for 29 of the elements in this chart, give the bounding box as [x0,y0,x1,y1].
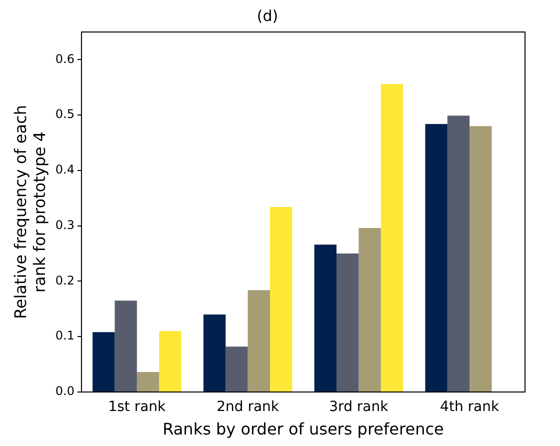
y-tick-label: 0.3 [55,218,74,232]
bar [92,332,115,392]
x-tick-label: 3rd rank [329,399,390,416]
y-tick-label: 0.0 [55,384,74,398]
bar [248,290,270,392]
bar [203,314,226,392]
chart-title: (d) [256,6,278,25]
x-tick-label: 1st rank [108,399,167,416]
bar [159,331,182,392]
y-tick-label: 0.5 [55,107,74,122]
bar [425,124,448,392]
bar [447,116,470,392]
x-tick-label: 4th rank [440,399,500,416]
y-tick-label: 0.1 [55,328,74,343]
bar [136,372,160,392]
y-tick-label: 0.6 [55,52,74,66]
bar [358,228,381,392]
bar [270,207,292,392]
bar [314,244,337,392]
bar [336,254,359,392]
y-tick-label: 0.2 [55,273,74,288]
bar [380,84,404,392]
x-tick-label: 2nd rank [216,399,280,416]
bar [226,346,248,392]
bar [470,126,492,392]
y-tick-label: 0.4 [55,162,74,177]
bar [114,300,137,392]
x-axis-title: Ranks by order of users preference [162,420,444,439]
y-axis-title: Relative frequency of each rank for prototype 4 [10,104,49,320]
